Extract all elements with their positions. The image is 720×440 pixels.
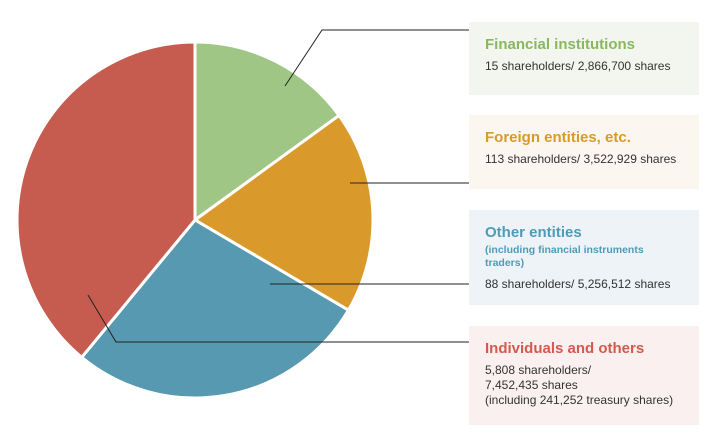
- pie-slice-financial-institutions: [193, 40, 341, 222]
- legend-detail-foreign-entities: 113 shareholders/ 3,522,929 shares: [485, 152, 677, 166]
- pie-slice-foreign-entities: [193, 113, 375, 312]
- legend-financial-institutions: Financial institutions 15 shareholders/ …: [469, 22, 699, 95]
- leader-lines: [87, 29, 469, 343]
- legend-title-other-entities: Other entities: [485, 224, 582, 241]
- legend-title-financial-institutions: Financial institutions: [485, 36, 636, 53]
- legend-detail-individuals-line-2: 7,452,435 shares: [485, 378, 578, 392]
- legend-foreign-entities: Foreign entities, etc. 113 shareholders/…: [469, 115, 699, 189]
- legend-detail-individuals-line-3: (including 241,252 treasury shares): [485, 393, 674, 407]
- legend-title-foreign-entities: Foreign entities, etc.: [485, 129, 631, 146]
- pie-slices: [15, 40, 375, 400]
- legend-subtitle-other-entities: (including financial instruments traders…: [485, 244, 644, 269]
- pie-slice-individuals-and-others: [15, 40, 197, 359]
- legend-other-entities: Other entities (including financial inst…: [469, 210, 699, 305]
- legend-detail-other-entities: 88 shareholders/ 5,256,512 shares: [485, 277, 671, 291]
- legend-detail-individuals-line-1: 5,808 shareholders/: [485, 363, 592, 377]
- pie-slice-other-entities: [80, 218, 350, 400]
- legend-detail-financial-institutions: 15 shareholders/ 2,866,700 shares: [485, 59, 671, 73]
- leader-line-individuals-and-others: [87, 294, 469, 343]
- legend-individuals-and-others: Individuals and others 5,808 shareholder…: [469, 326, 699, 425]
- legend-title-individuals-and-others: Individuals and others: [485, 340, 645, 357]
- leader-line-financial-institutions: [284, 29, 469, 87]
